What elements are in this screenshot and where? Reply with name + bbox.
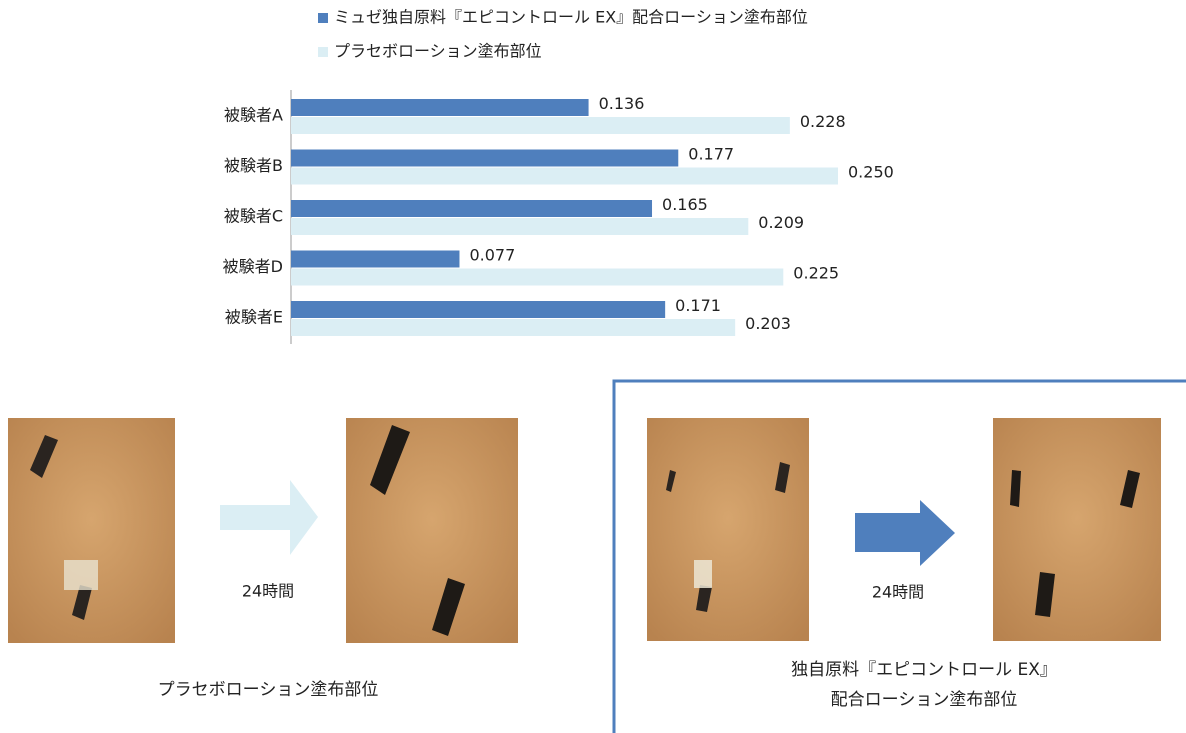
bar [291,218,749,235]
bar [291,149,679,167]
value-label: 0.209 [758,213,804,232]
photo [647,418,809,641]
value-label: 0.203 [745,314,791,333]
category-label: 被験者D [223,257,283,276]
value-label: 0.228 [800,112,846,131]
legend-swatch [318,47,328,57]
value-label: 0.225 [793,264,839,283]
photos [8,418,1161,643]
photo [346,418,518,643]
value-label: 0.077 [469,246,515,265]
legend-label: ミュゼ独自原料『エピコントロール EX』配合ローション塗布部位 [334,8,808,27]
duration: 24時間 [872,583,924,602]
category-label: 被験者E [225,308,283,327]
caption: 配合ローション塗布部位 [831,689,1018,710]
panel-frame [612,379,1186,733]
bar [291,250,460,268]
arrow [220,480,318,555]
photo [8,418,175,643]
photo [993,418,1161,641]
duration: 24時間 [242,582,294,601]
bar [291,117,790,134]
category-label: 被験者B [224,156,283,175]
category-label: 被験者C [224,207,283,226]
legend-swatch [318,13,328,23]
bar [291,99,589,116]
bar [291,167,838,185]
caption: 独自原料『エピコントロール EX』 [791,660,1057,680]
caption: プラセボローション塗布部位 [158,679,379,700]
bar [291,319,736,336]
bar [291,200,653,217]
legend-label: プラセボローション塗布部位 [334,42,542,61]
value-label: 0.171 [675,296,721,315]
category-label: 被験者A [224,106,283,125]
value-label: 0.165 [662,195,708,214]
arrow [855,500,955,566]
bar [291,301,666,318]
bar [291,268,784,286]
value-label: 0.250 [848,163,894,182]
value-label: 0.177 [688,145,734,164]
value-label: 0.136 [599,94,645,113]
